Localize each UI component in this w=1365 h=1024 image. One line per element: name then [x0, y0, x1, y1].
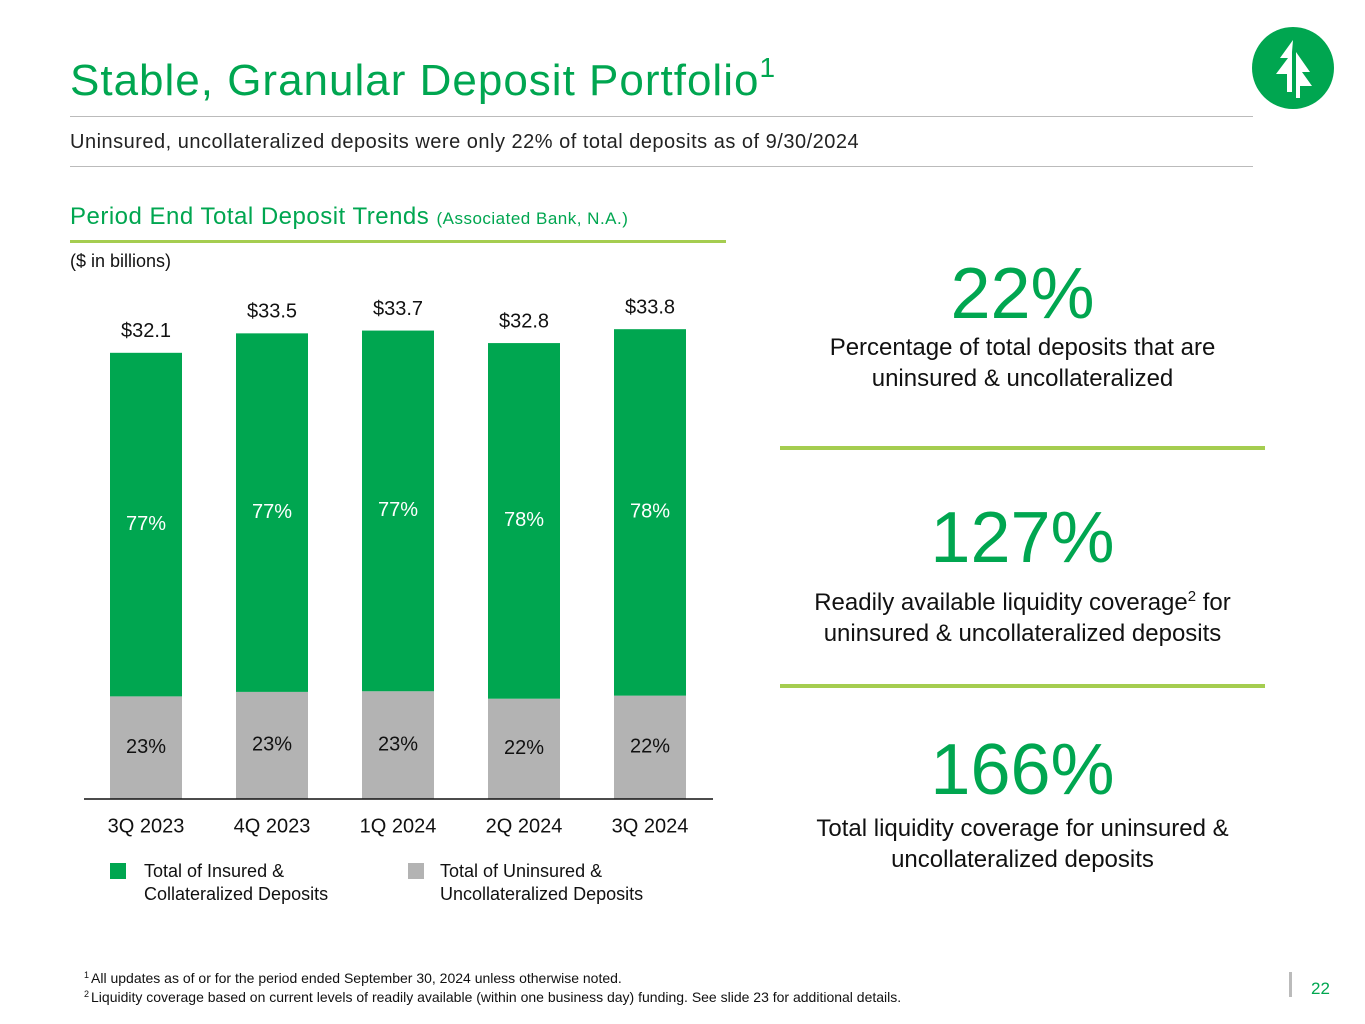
title-text: Stable, Granular Deposit Portfolio — [70, 56, 760, 105]
divider — [70, 240, 726, 243]
chart-title-text: Period End Total Deposit Trends — [70, 203, 430, 230]
chart-title-note: (Associated Bank, N.A.) — [436, 209, 629, 228]
stat-note: 2 — [1187, 588, 1197, 605]
footnote: 1 All updates as of or for the period end… — [84, 970, 622, 986]
page-separator — [1289, 972, 1292, 997]
total-label: $33.7 — [373, 298, 423, 320]
stat-value: 166% — [930, 730, 1115, 810]
stat-text: Percentage of total deposits that are un… — [829, 334, 1216, 392]
footnote-marker: 2 — [84, 989, 90, 999]
segment-label: 23% — [252, 734, 292, 756]
segment-label: 23% — [378, 733, 418, 755]
segment-label: 78% — [630, 501, 670, 523]
total-label: $32.1 — [121, 320, 171, 342]
chart: 23% 77% $32.1 3Q 2023 23% 77% $33.5 4Q 2023 23% 7… — [84, 296, 713, 837]
total-label: $33.8 — [625, 296, 675, 318]
stat: 127% Readily available liquidity coverag… — [780, 500, 1265, 649]
footnote-text: All updates as of or for the period ende… — [91, 970, 622, 986]
segment-label: 22% — [630, 736, 670, 758]
chart-title: Period End Total Deposit Trends (Associa… — [70, 203, 628, 231]
stat-value: 22% — [950, 254, 1095, 334]
bar-segment — [488, 698, 560, 799]
segment-label: 23% — [126, 736, 166, 758]
divider — [70, 166, 1253, 167]
stat-text-part: Readily available liquidity coverage — [814, 589, 1188, 616]
bar-segment — [236, 333, 308, 692]
legend-swatch — [408, 863, 424, 879]
stat: 22% Percentage of total deposits that ar… — [780, 256, 1265, 394]
subtitle: Uninsured, uncollateralized deposits wer… — [70, 131, 860, 153]
x-tick-label: 3Q 2024 — [612, 815, 689, 837]
bar-segment — [614, 329, 686, 696]
segment-label: 22% — [504, 737, 544, 759]
legend-label: Total of Uninsured & Uncollateralized De… — [440, 861, 644, 904]
segment-label: 77% — [126, 513, 166, 535]
logo — [1252, 27, 1334, 109]
segment-label: 77% — [378, 499, 418, 521]
footnote-text: Liquidity coverage based on current leve… — [91, 989, 902, 1005]
bar-segment — [362, 330, 434, 692]
segment-label: 77% — [252, 501, 292, 523]
stat-text: Readily available liquidity coverage2 fo… — [780, 581, 1265, 649]
divider — [780, 446, 1265, 450]
page-number: 22 — [1311, 979, 1330, 998]
total-label: $33.5 — [247, 301, 297, 323]
bar-segment — [614, 695, 686, 799]
segment-label: 78% — [504, 509, 544, 531]
stat: 166% Total liquidity coverage for uninsu… — [780, 732, 1265, 875]
footnote-marker: 1 — [84, 970, 90, 980]
stat-text-part: for uninsured & uncollateralized deposit… — [823, 589, 1231, 647]
stat-value: 127% — [930, 498, 1115, 578]
title-note: 1 — [759, 52, 777, 83]
divider — [70, 116, 1253, 117]
x-tick-label: 2Q 2024 — [486, 815, 563, 837]
bar-segment — [362, 691, 434, 799]
legend-label: Total of Insured & Collateralized Deposi… — [144, 861, 329, 904]
bar-segment — [488, 343, 560, 699]
x-tick-label: 4Q 2023 — [234, 815, 311, 837]
slide-title: Stable, Granular Deposit Portfolio1 — [70, 52, 776, 106]
footnote: 2 Liquidity coverage based on current lev… — [84, 989, 901, 1005]
stat-text: Total liquidity coverage for uninsured &… — [816, 815, 1229, 873]
x-tick-label: 1Q 2024 — [360, 815, 437, 837]
x-tick-label: 3Q 2023 — [108, 815, 185, 837]
divider — [780, 684, 1265, 688]
total-label: $32.8 — [499, 310, 549, 332]
unit-note: ($ in billions) — [70, 251, 172, 271]
bar-segment — [110, 352, 182, 697]
bar-segment — [110, 696, 182, 799]
legend-swatch — [110, 863, 126, 879]
bar-segment — [236, 691, 308, 799]
